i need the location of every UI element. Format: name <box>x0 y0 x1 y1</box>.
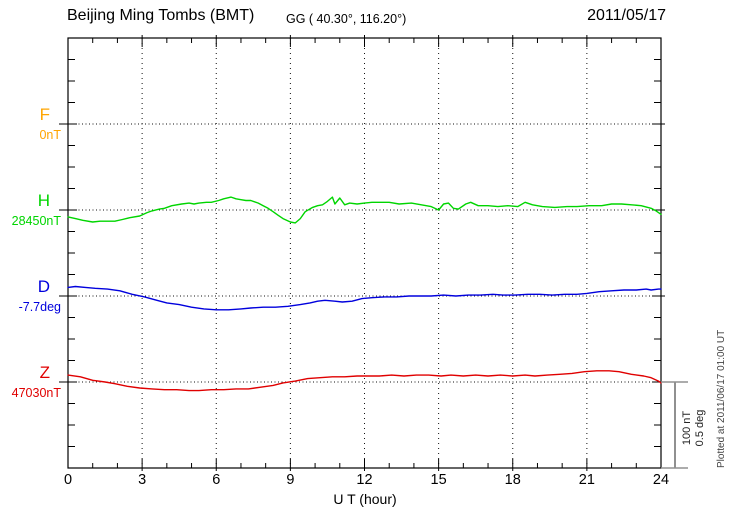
plotted-timestamp: Plotted at 2011/06/17 01:00 UT <box>716 329 727 468</box>
x-tick-label: 12 <box>356 472 373 488</box>
x-tick-label: 0 <box>63 472 73 488</box>
channel-label-H: H <box>37 191 50 210</box>
x-tick-label: 24 <box>652 472 670 488</box>
plot-date: 2011/05/17 <box>587 7 666 24</box>
channel-label-F: F <box>39 105 50 124</box>
channel-label-D: D <box>37 277 50 296</box>
x-tick-label: 3 <box>138 472 147 488</box>
station-title: Beijing Ming Tombs (BMT) <box>67 7 255 24</box>
channel-label-Z: Z <box>39 363 50 382</box>
geographic-coords: GG ( 40.30°, 116.20°) <box>286 12 407 26</box>
scale-deg-label: 0.5 deg <box>694 409 706 447</box>
x-tick-label: 15 <box>430 472 447 488</box>
x-tick-label: 9 <box>286 472 295 488</box>
scale-nt-label: 100 nT <box>681 410 693 446</box>
channel-baseline-value-F: 0nT <box>39 128 61 142</box>
x-tick-label: 21 <box>578 472 595 488</box>
channel-baseline-value-D: -7.7deg <box>18 300 61 314</box>
scale-bar-label: 100 nT 0.5 deg <box>681 388 707 468</box>
x-tick-label: 6 <box>212 472 221 488</box>
trace-D <box>67 285 662 311</box>
trace-Z <box>67 370 662 392</box>
channel-baseline-value-H: 28450nT <box>11 214 61 228</box>
x-axis-label: U T (hour) <box>333 491 397 507</box>
channel-baseline-value-Z: 47030nT <box>11 386 61 400</box>
x-tick-label: 18 <box>504 472 521 488</box>
trace-H <box>67 196 662 224</box>
